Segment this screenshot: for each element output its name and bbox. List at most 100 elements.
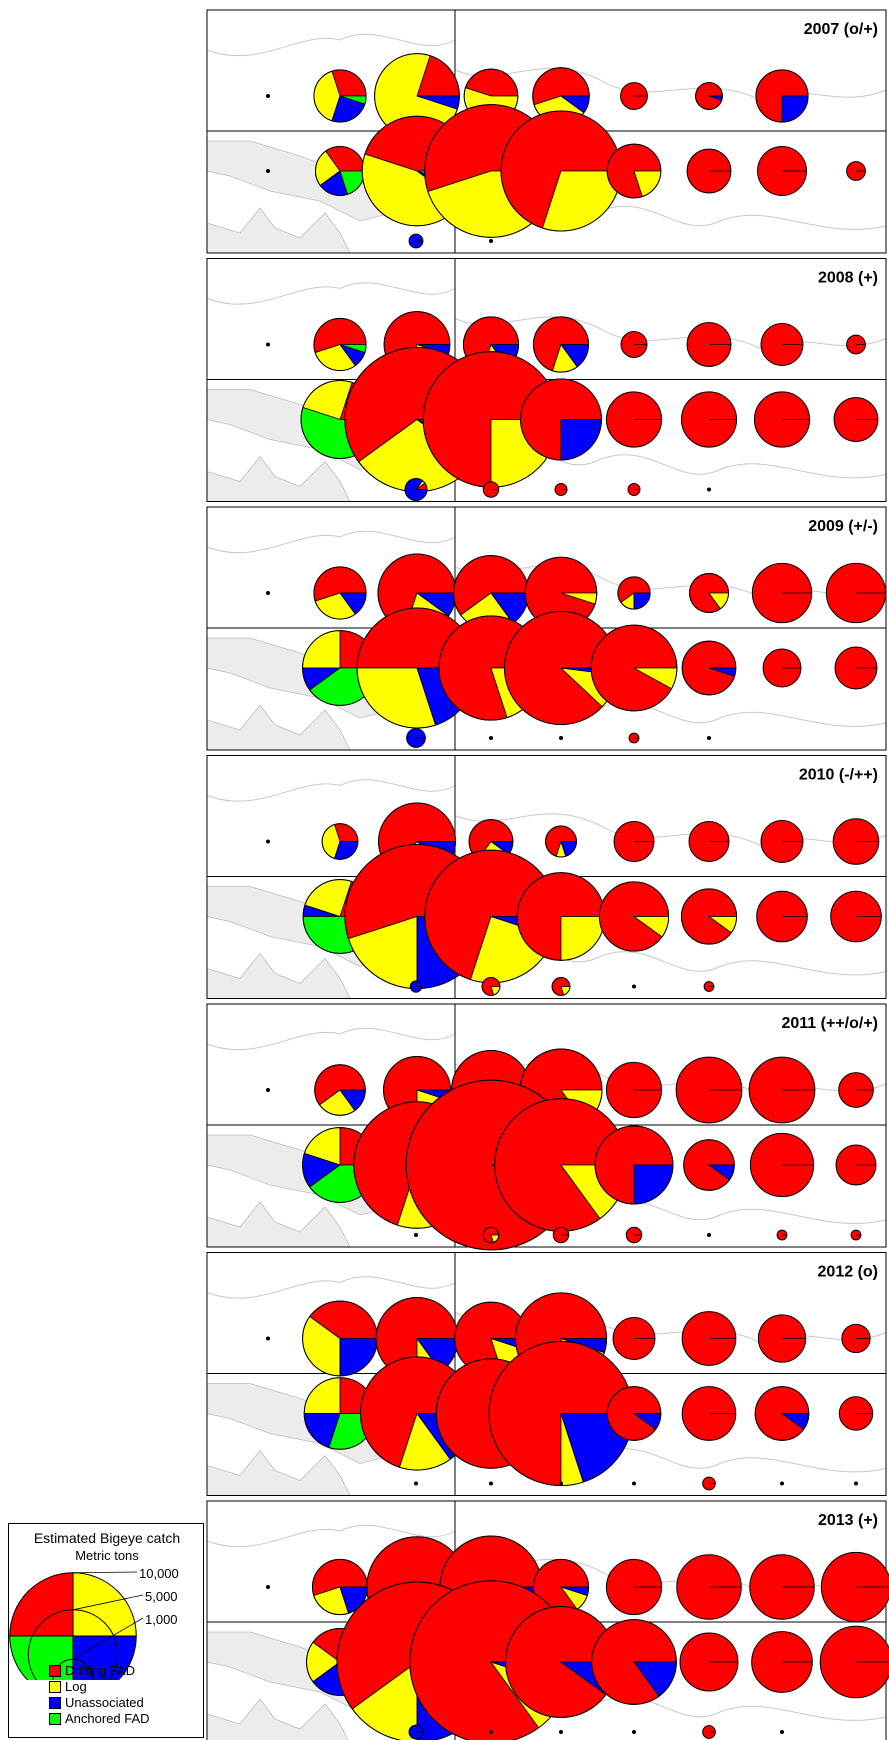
pie-y0-r3-c1-dot bbox=[489, 239, 493, 243]
pie-y5-r1-c5 bbox=[612, 1317, 656, 1360]
pie-y3-r2-c3 bbox=[516, 872, 606, 961]
pie-y2-r1-c6-outline bbox=[689, 573, 729, 613]
pie-y3-r2-c6 bbox=[756, 890, 808, 943]
pie-y1-r1-c1 bbox=[313, 317, 367, 372]
legend-leader-0 bbox=[72, 1571, 138, 1574]
pie-y4-r3-c4 bbox=[707, 1233, 711, 1237]
legend-label-drifting-fad: Drifting FAD bbox=[65, 1663, 136, 1678]
pie-y3-r1-c7 bbox=[760, 820, 804, 863]
pie-y0-r2-c6 bbox=[686, 148, 732, 194]
pie-y0-r1-c0 bbox=[266, 94, 270, 98]
pie-y6-r3-c2 bbox=[559, 1730, 563, 1734]
pie-y6-r2-c5 bbox=[679, 1632, 739, 1692]
pie-y0-r2-c5 bbox=[606, 143, 662, 199]
legend-size-label-5000: 5,000 bbox=[145, 1589, 178, 1604]
legend-quarter-0 bbox=[9, 1572, 74, 1637]
pie-y2-r3-c2 bbox=[559, 736, 563, 740]
australia-land bbox=[206, 455, 351, 502]
pie-y4-r2-c4-slice-2 bbox=[633, 1164, 674, 1205]
pie-y0-r2-c5-outline bbox=[606, 143, 662, 199]
pie-y4-r1-c6 bbox=[675, 1056, 743, 1124]
pie-y5-r3-c0-dot bbox=[414, 1481, 418, 1486]
year-label: 2010 (-/++) bbox=[799, 767, 878, 784]
pie-y0-r2-c4 bbox=[500, 110, 622, 232]
year-label: 2009 (+/-) bbox=[808, 518, 878, 535]
pie-y2-r2-c0-slice-1 bbox=[302, 630, 341, 669]
pie-y2-r1-c8 bbox=[825, 562, 887, 624]
pie-y6-r2-c4-outline bbox=[591, 1619, 677, 1705]
pie-y3-r1-c8 bbox=[832, 818, 880, 865]
pie-y0-r2-c0 bbox=[266, 169, 270, 173]
pie-y4-r3-c5 bbox=[776, 1229, 788, 1241]
year-label: 2007 (o/+) bbox=[804, 21, 878, 38]
pie-y1-r2-c7 bbox=[833, 397, 879, 442]
pie-y6-r3-c3-dot bbox=[632, 1730, 636, 1734]
pie-y5-r3-c6 bbox=[854, 1481, 858, 1486]
pie-y6-r1-c8 bbox=[820, 1551, 889, 1623]
pie-y3-r3-c1-outline bbox=[481, 977, 501, 996]
pie-y6-r1-c6 bbox=[676, 1554, 742, 1620]
australia-land bbox=[206, 952, 351, 999]
year-block-0: 2007 (o/+) bbox=[206, 9, 887, 254]
year-block-6: 2013 (+) bbox=[206, 1500, 889, 1740]
pie-y6-r1-c0-dot bbox=[266, 1585, 270, 1589]
pie-y6-r3-c0 bbox=[408, 1724, 424, 1740]
pie-y0-r2-c0-dot bbox=[266, 169, 270, 173]
pie-y4-r2-c5 bbox=[683, 1139, 735, 1191]
map-outline bbox=[206, 530, 456, 554]
pie-y0-r1-c7 bbox=[755, 69, 809, 123]
pie-y1-r1-c8 bbox=[846, 334, 866, 355]
pie-y4-r3-c1 bbox=[482, 1226, 500, 1244]
swatch-unassociated bbox=[49, 1697, 61, 1709]
year-label: 2013 (+) bbox=[818, 1512, 878, 1529]
pie-y6-r1-c5 bbox=[605, 1558, 663, 1616]
pie-y3-r2-c3-slice-1 bbox=[560, 916, 606, 961]
year-block-5: 2012 (o) bbox=[206, 1252, 887, 1496]
pie-y5-r1-c7 bbox=[757, 1314, 807, 1363]
map-outline bbox=[206, 33, 456, 57]
pie-y1-r2-c3 bbox=[520, 378, 602, 461]
pie-y3-r1-c1 bbox=[321, 823, 359, 860]
pie-y1-r1-c4 bbox=[532, 316, 590, 373]
australia-land bbox=[206, 1449, 351, 1496]
pie-y1-r3-c3 bbox=[627, 483, 641, 496]
pie-y1-r2-c3-outline bbox=[520, 378, 602, 461]
legend-leader-2 bbox=[72, 1617, 144, 1660]
pie-y2-r3-c4-dot bbox=[707, 736, 711, 740]
pie-y0-r1-c1 bbox=[313, 69, 367, 123]
pie-y3-r1-c5 bbox=[613, 821, 655, 862]
pie-y2-r3-c1 bbox=[489, 736, 493, 740]
pie-y0-r1-c7-outline bbox=[755, 69, 809, 123]
pie-y1-r3-c4 bbox=[707, 487, 711, 492]
pie-y4-r3-c4-dot bbox=[707, 1233, 711, 1237]
pie-y1-r2-c3-slice-2 bbox=[560, 419, 602, 461]
pie-y3-r1-c0 bbox=[266, 839, 270, 844]
pie-y1-r1-c5 bbox=[620, 331, 648, 358]
pie-y1-r1-c0 bbox=[266, 342, 270, 347]
map-outline bbox=[206, 1524, 456, 1548]
map-outline bbox=[454, 316, 887, 350]
pie-y5-r3-c5-dot bbox=[780, 1481, 784, 1486]
pie-y4-r1-c7 bbox=[748, 1056, 816, 1124]
pie-y6-r2-c6 bbox=[751, 1631, 813, 1693]
pie-y1-r3-c0 bbox=[404, 478, 428, 501]
pie-y5-r3-c1 bbox=[489, 1481, 493, 1486]
pie-y6-r2-c7-slice-0 bbox=[819, 1625, 889, 1699]
pie-y5-r1-c8 bbox=[841, 1323, 871, 1354]
pie-y2-r3-c4 bbox=[707, 736, 711, 740]
pie-y1-r3-c1 bbox=[482, 481, 500, 498]
pie-y4-r2-c6 bbox=[749, 1132, 815, 1198]
pie-y4-r1-c0 bbox=[266, 1088, 270, 1092]
pie-y5-r2-c6 bbox=[754, 1386, 810, 1441]
pie-y4-r2-c7 bbox=[835, 1144, 877, 1186]
pie-y0-r1-c6-outline bbox=[695, 82, 723, 110]
pie-y3-r3-c0 bbox=[409, 980, 423, 993]
pie-y2-r1-c0 bbox=[266, 591, 270, 595]
australia-land bbox=[206, 704, 351, 751]
pie-y5-r3-c3-dot bbox=[632, 1481, 636, 1486]
pie-y5-r2-c5 bbox=[681, 1386, 737, 1441]
pie-y3-r3-c3-dot bbox=[632, 984, 636, 989]
pie-y5-r3-c1-dot bbox=[489, 1481, 493, 1486]
pie-y6-r3-c1 bbox=[489, 1730, 493, 1734]
pie-y3-r3-c2-outline bbox=[551, 977, 571, 996]
